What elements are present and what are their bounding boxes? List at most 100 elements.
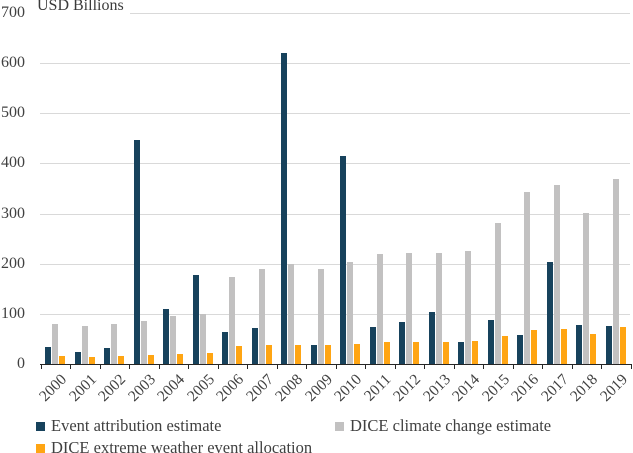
x-axis-tick [306, 364, 308, 369]
bar-2013-series-1 [435, 252, 442, 364]
bar-2016-series-1 [524, 191, 531, 364]
bar-2001-series-2 [88, 356, 95, 364]
bar-2013-series-2 [442, 341, 449, 364]
x-axis-tick [365, 364, 367, 369]
x-axis-tick [512, 364, 514, 369]
x-axis-label-2016: 2016 [508, 371, 543, 405]
y-axis-tick-label-600: 600 [1, 54, 25, 72]
x-axis-label-2002: 2002 [95, 371, 130, 405]
bar-2002-series-1 [111, 324, 118, 364]
bar-2008-series-1 [288, 264, 295, 364]
bar-2007-series-2 [265, 344, 272, 364]
gridline-500 [40, 113, 630, 115]
x-axis-label-2011: 2011 [361, 371, 395, 405]
bar-2019-series-1 [612, 179, 619, 364]
x-axis-label-2000: 2000 [36, 371, 71, 405]
legend-label: DICE climate change estimate [350, 416, 552, 435]
x-axis-label-2019: 2019 [596, 371, 631, 405]
legend-swatch-navy-icon [36, 421, 45, 431]
y-axis-tick-label-500: 500 [1, 104, 25, 122]
legend-item-dice-extreme-weather: DICE extreme weather event allocation [36, 438, 312, 453]
gridline-600 [40, 63, 630, 65]
x-axis-label-2004: 2004 [154, 371, 189, 405]
bar-2006-series-1 [229, 277, 236, 364]
bar-2005-series-2 [206, 352, 213, 364]
x-axis-tick [601, 364, 603, 369]
bar-2014-series-1 [465, 251, 472, 364]
x-axis-tick [129, 364, 131, 369]
x-axis-tick [453, 364, 455, 369]
y-axis-tick-label-0: 0 [17, 355, 25, 372]
bar-2010-series-1 [347, 261, 354, 364]
x-axis-label-2008: 2008 [272, 371, 307, 405]
gridline-100 [40, 313, 630, 315]
bar-2009-series-2 [324, 344, 331, 364]
bar-2018-series-0 [576, 324, 583, 364]
x-axis-tick [99, 364, 101, 369]
bar-2012-series-2 [413, 341, 420, 364]
bar-2006-series-0 [222, 331, 229, 364]
x-axis-label-2014: 2014 [449, 371, 484, 405]
bar-2003-series-1 [140, 320, 147, 364]
bar-2010-series-2 [354, 343, 361, 364]
gridline-300 [40, 213, 630, 215]
x-axis-label-2017: 2017 [537, 371, 572, 405]
bar-2005-series-0 [192, 274, 199, 364]
bar-2004-series-1 [170, 316, 177, 364]
x-axis-label-2009: 2009 [301, 371, 336, 405]
x-axis-tick [424, 364, 426, 369]
x-axis-label-2018: 2018 [567, 371, 602, 405]
bar-2008-series-2 [295, 344, 302, 364]
x-axis-tick [630, 364, 632, 369]
gridline-200 [40, 263, 630, 265]
bar-2010-series-0 [340, 155, 347, 364]
legend-label: DICE extreme weather event allocation [51, 438, 313, 453]
bar-2009-series-1 [317, 268, 324, 364]
legend-item-event-attribution: Event attribution estimate [36, 416, 221, 436]
x-axis-tick [571, 364, 573, 369]
bar-2007-series-1 [258, 268, 265, 364]
x-axis-label-2001: 2001 [65, 371, 100, 405]
bar-2001-series-1 [81, 325, 88, 364]
y-axis-tick-label-100: 100 [1, 304, 25, 322]
bar-2011-series-1 [376, 254, 383, 364]
bar-2004-series-0 [163, 309, 170, 364]
bar-2011-series-0 [369, 326, 376, 364]
bar-2006-series-2 [236, 346, 243, 364]
bar-2016-series-2 [531, 329, 538, 364]
x-axis-label-2003: 2003 [124, 371, 159, 405]
bar-2001-series-0 [74, 352, 81, 364]
y-axis-tick-label-400: 400 [1, 154, 25, 172]
x-axis-label-2013: 2013 [419, 371, 454, 405]
x-axis-tick [70, 364, 72, 369]
x-axis-label-2006: 2006 [213, 371, 248, 405]
bar-2009-series-0 [310, 344, 317, 364]
bar-2002-series-2 [118, 356, 125, 364]
y-axis-tick-label-700: 700 [1, 4, 25, 21]
legend-swatch-orange-icon [36, 443, 45, 453]
gridline-400 [40, 163, 630, 165]
x-axis-label-2015: 2015 [478, 371, 513, 405]
x-axis-tick [335, 364, 337, 369]
legend-item-dice-climate: DICE climate change estimate [335, 416, 551, 436]
x-axis-tick [394, 364, 396, 369]
legend-swatch-gray-icon [335, 421, 344, 431]
y-axis-tick-label-200: 200 [1, 254, 25, 272]
bar-2000-series-0 [45, 347, 52, 364]
bar-2015-series-0 [487, 319, 494, 364]
bar-2011-series-2 [383, 342, 390, 364]
bar-2017-series-1 [553, 184, 560, 364]
bar-2015-series-2 [501, 335, 508, 364]
bar-2000-series-1 [52, 323, 59, 364]
x-axis-tick [188, 364, 190, 369]
bar-2018-series-2 [590, 334, 597, 364]
bar-2013-series-0 [428, 312, 435, 364]
bar-2005-series-1 [199, 313, 206, 364]
x-axis-tick [158, 364, 160, 369]
bar-2012-series-0 [399, 322, 406, 364]
bar-2018-series-1 [583, 213, 590, 364]
bar-2014-series-0 [458, 342, 465, 364]
x-axis-label-2005: 2005 [183, 371, 218, 405]
bar-2007-series-0 [251, 328, 258, 364]
